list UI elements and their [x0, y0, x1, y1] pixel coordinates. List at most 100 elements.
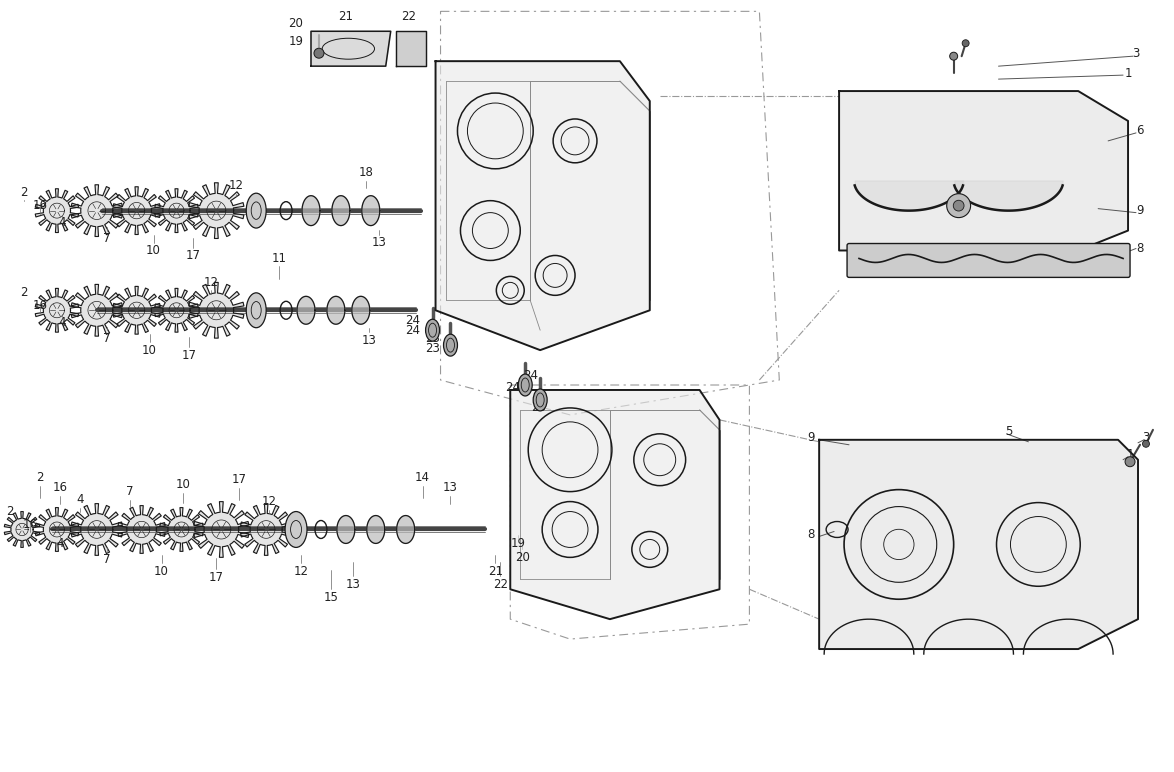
Circle shape [1125, 457, 1135, 467]
Circle shape [1142, 440, 1149, 447]
Polygon shape [337, 516, 355, 543]
Polygon shape [396, 32, 426, 66]
Ellipse shape [518, 374, 532, 396]
Text: 20: 20 [514, 551, 529, 564]
Polygon shape [297, 296, 315, 324]
Polygon shape [189, 183, 244, 239]
FancyBboxPatch shape [848, 243, 1131, 277]
Text: 24: 24 [522, 368, 538, 381]
Polygon shape [302, 195, 321, 225]
Text: 6: 6 [1136, 124, 1143, 137]
Text: 13: 13 [371, 236, 386, 249]
Text: 3: 3 [1133, 46, 1140, 59]
Text: 19: 19 [511, 537, 526, 550]
Text: 1: 1 [1126, 449, 1134, 461]
Polygon shape [35, 289, 79, 332]
Polygon shape [241, 503, 292, 555]
Text: 10: 10 [154, 565, 169, 577]
Text: 16: 16 [33, 299, 47, 312]
Circle shape [953, 200, 964, 211]
Text: 7: 7 [103, 553, 110, 566]
Text: 16: 16 [22, 518, 38, 531]
Text: 4: 4 [59, 316, 66, 329]
Polygon shape [35, 508, 79, 551]
Circle shape [313, 48, 324, 58]
Text: 22: 22 [493, 577, 508, 591]
Ellipse shape [444, 334, 458, 356]
Text: 13: 13 [345, 577, 360, 591]
Polygon shape [189, 283, 244, 338]
Text: 13: 13 [362, 334, 376, 347]
Text: 23: 23 [531, 401, 546, 415]
Text: 2: 2 [20, 286, 28, 299]
Ellipse shape [247, 193, 266, 228]
Text: 22: 22 [402, 10, 416, 23]
Polygon shape [155, 189, 198, 232]
Text: 10: 10 [142, 344, 157, 357]
Text: 8: 8 [808, 528, 815, 541]
Text: 8: 8 [1136, 242, 1143, 255]
Text: 4: 4 [56, 537, 63, 550]
Text: 2: 2 [36, 471, 43, 484]
Text: 18: 18 [358, 166, 373, 179]
Ellipse shape [533, 389, 547, 411]
Text: 17: 17 [182, 349, 197, 361]
Polygon shape [72, 284, 122, 336]
Polygon shape [160, 508, 203, 551]
Text: 9: 9 [1136, 204, 1143, 217]
Text: 7: 7 [103, 332, 110, 344]
Text: 15: 15 [324, 591, 338, 604]
Polygon shape [332, 195, 350, 225]
Text: 9: 9 [808, 432, 815, 445]
Text: 12: 12 [229, 179, 244, 192]
Text: 21: 21 [488, 565, 502, 577]
Text: 4: 4 [59, 216, 66, 229]
Polygon shape [35, 189, 79, 232]
Circle shape [963, 39, 969, 47]
Text: 17: 17 [231, 473, 247, 486]
Polygon shape [113, 286, 160, 334]
Text: 17: 17 [185, 249, 201, 262]
Polygon shape [839, 91, 1128, 250]
Ellipse shape [247, 293, 266, 327]
Polygon shape [72, 185, 122, 236]
Text: 2: 2 [6, 505, 14, 518]
Text: 19: 19 [289, 35, 304, 48]
Text: 12: 12 [204, 276, 218, 289]
Polygon shape [511, 390, 720, 619]
Text: 21: 21 [338, 10, 353, 23]
Text: 24: 24 [405, 313, 420, 327]
Text: 3: 3 [1142, 432, 1149, 445]
Ellipse shape [285, 512, 308, 547]
Text: 17: 17 [209, 571, 224, 584]
Text: 5: 5 [1005, 425, 1012, 438]
Text: 12: 12 [294, 565, 309, 577]
Polygon shape [194, 502, 249, 557]
Text: 24: 24 [505, 381, 520, 394]
Text: 23: 23 [425, 342, 440, 354]
Text: 23: 23 [425, 332, 440, 344]
Text: 2: 2 [20, 186, 28, 199]
Text: 11: 11 [271, 252, 286, 265]
Text: 16: 16 [53, 481, 67, 494]
Polygon shape [311, 32, 391, 66]
Text: 4: 4 [76, 493, 83, 506]
Text: 7: 7 [103, 232, 110, 245]
Polygon shape [352, 296, 370, 324]
Text: 13: 13 [443, 481, 458, 494]
Polygon shape [155, 289, 198, 332]
Text: 1: 1 [1125, 66, 1132, 80]
Polygon shape [326, 296, 345, 324]
Ellipse shape [426, 320, 439, 341]
Polygon shape [119, 506, 166, 554]
Polygon shape [362, 195, 379, 225]
Polygon shape [113, 187, 160, 235]
Text: 12: 12 [262, 495, 277, 508]
Polygon shape [72, 503, 122, 555]
Text: 10: 10 [146, 244, 161, 257]
Text: 14: 14 [416, 471, 430, 484]
Polygon shape [436, 61, 649, 350]
Polygon shape [5, 512, 40, 547]
Circle shape [946, 194, 971, 218]
Text: 7: 7 [126, 485, 134, 498]
